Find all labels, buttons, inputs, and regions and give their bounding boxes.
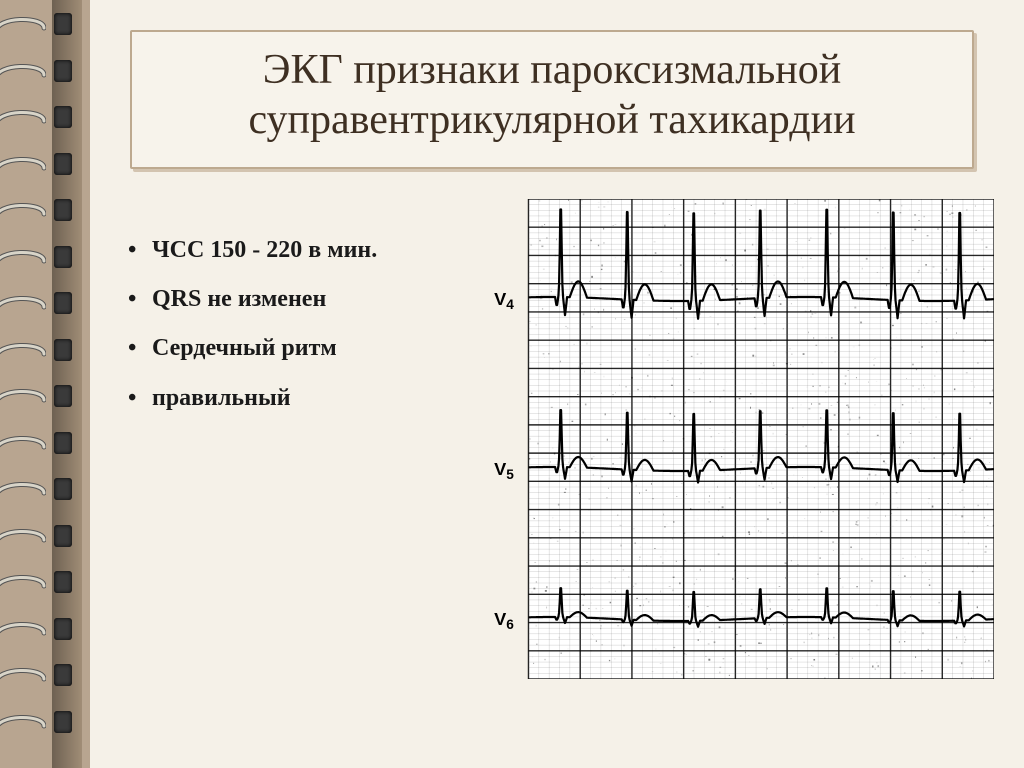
spiral-hole [54, 711, 72, 733]
spiral-ring [0, 59, 46, 85]
spiral-ring [0, 198, 46, 224]
spiral-hole [54, 525, 72, 547]
ecg-chart: V4 V5 V6 [488, 199, 994, 679]
notebook-spiral [0, 0, 90, 768]
bullet-item: QRS не изменен [128, 284, 478, 315]
spiral-ring [0, 663, 46, 689]
svg-text:V4: V4 [494, 289, 514, 312]
spiral-ring [0, 12, 46, 38]
slide-body: ЭКГ признаки пароксизмальной суправентри… [90, 0, 1024, 768]
svg-text:V6: V6 [494, 609, 514, 632]
spiral-hole [54, 106, 72, 128]
spiral-hole [54, 339, 72, 361]
bullet-item: ЧСС 150 - 220 в мин. [128, 235, 478, 266]
svg-text:V5: V5 [494, 459, 514, 482]
spiral-ring [0, 384, 46, 410]
spiral-ring [0, 245, 46, 271]
spiral-ring [0, 152, 46, 178]
spiral-hole [54, 292, 72, 314]
spiral-ring [0, 105, 46, 131]
spiral-hole [54, 199, 72, 221]
spiral-hole [54, 432, 72, 454]
slide-title: ЭКГ признаки пароксизмальной суправентри… [152, 46, 952, 145]
spiral-hole [54, 60, 72, 82]
spiral-hole [54, 664, 72, 686]
spiral-ring [0, 524, 46, 550]
bullet-item: Сердечный ритм [128, 333, 478, 364]
slide-canvas: ЭКГ признаки пароксизмальной суправентри… [0, 0, 1024, 768]
spiral-ring [0, 617, 46, 643]
spiral-hole [54, 385, 72, 407]
spiral-ring [0, 431, 46, 457]
spiral-ring [0, 477, 46, 503]
spiral-ring [0, 570, 46, 596]
spiral-hole [54, 153, 72, 175]
spiral-ring [0, 291, 46, 317]
spiral-hole [54, 618, 72, 640]
bullet-item: правильный [128, 383, 478, 414]
title-box: ЭКГ признаки пароксизмальной суправентри… [130, 30, 974, 169]
spiral-hole [54, 478, 72, 500]
bullet-list: ЧСС 150 - 220 в мин. QRS не изменен Сердеч… [128, 199, 478, 432]
spiral-ring [0, 338, 46, 364]
content-row: ЧСС 150 - 220 в мин. QRS не изменен Сердеч… [110, 199, 994, 748]
spiral-hole [54, 571, 72, 593]
spiral-hole [54, 246, 72, 268]
spiral-hole [54, 13, 72, 35]
spiral-ring [0, 710, 46, 736]
